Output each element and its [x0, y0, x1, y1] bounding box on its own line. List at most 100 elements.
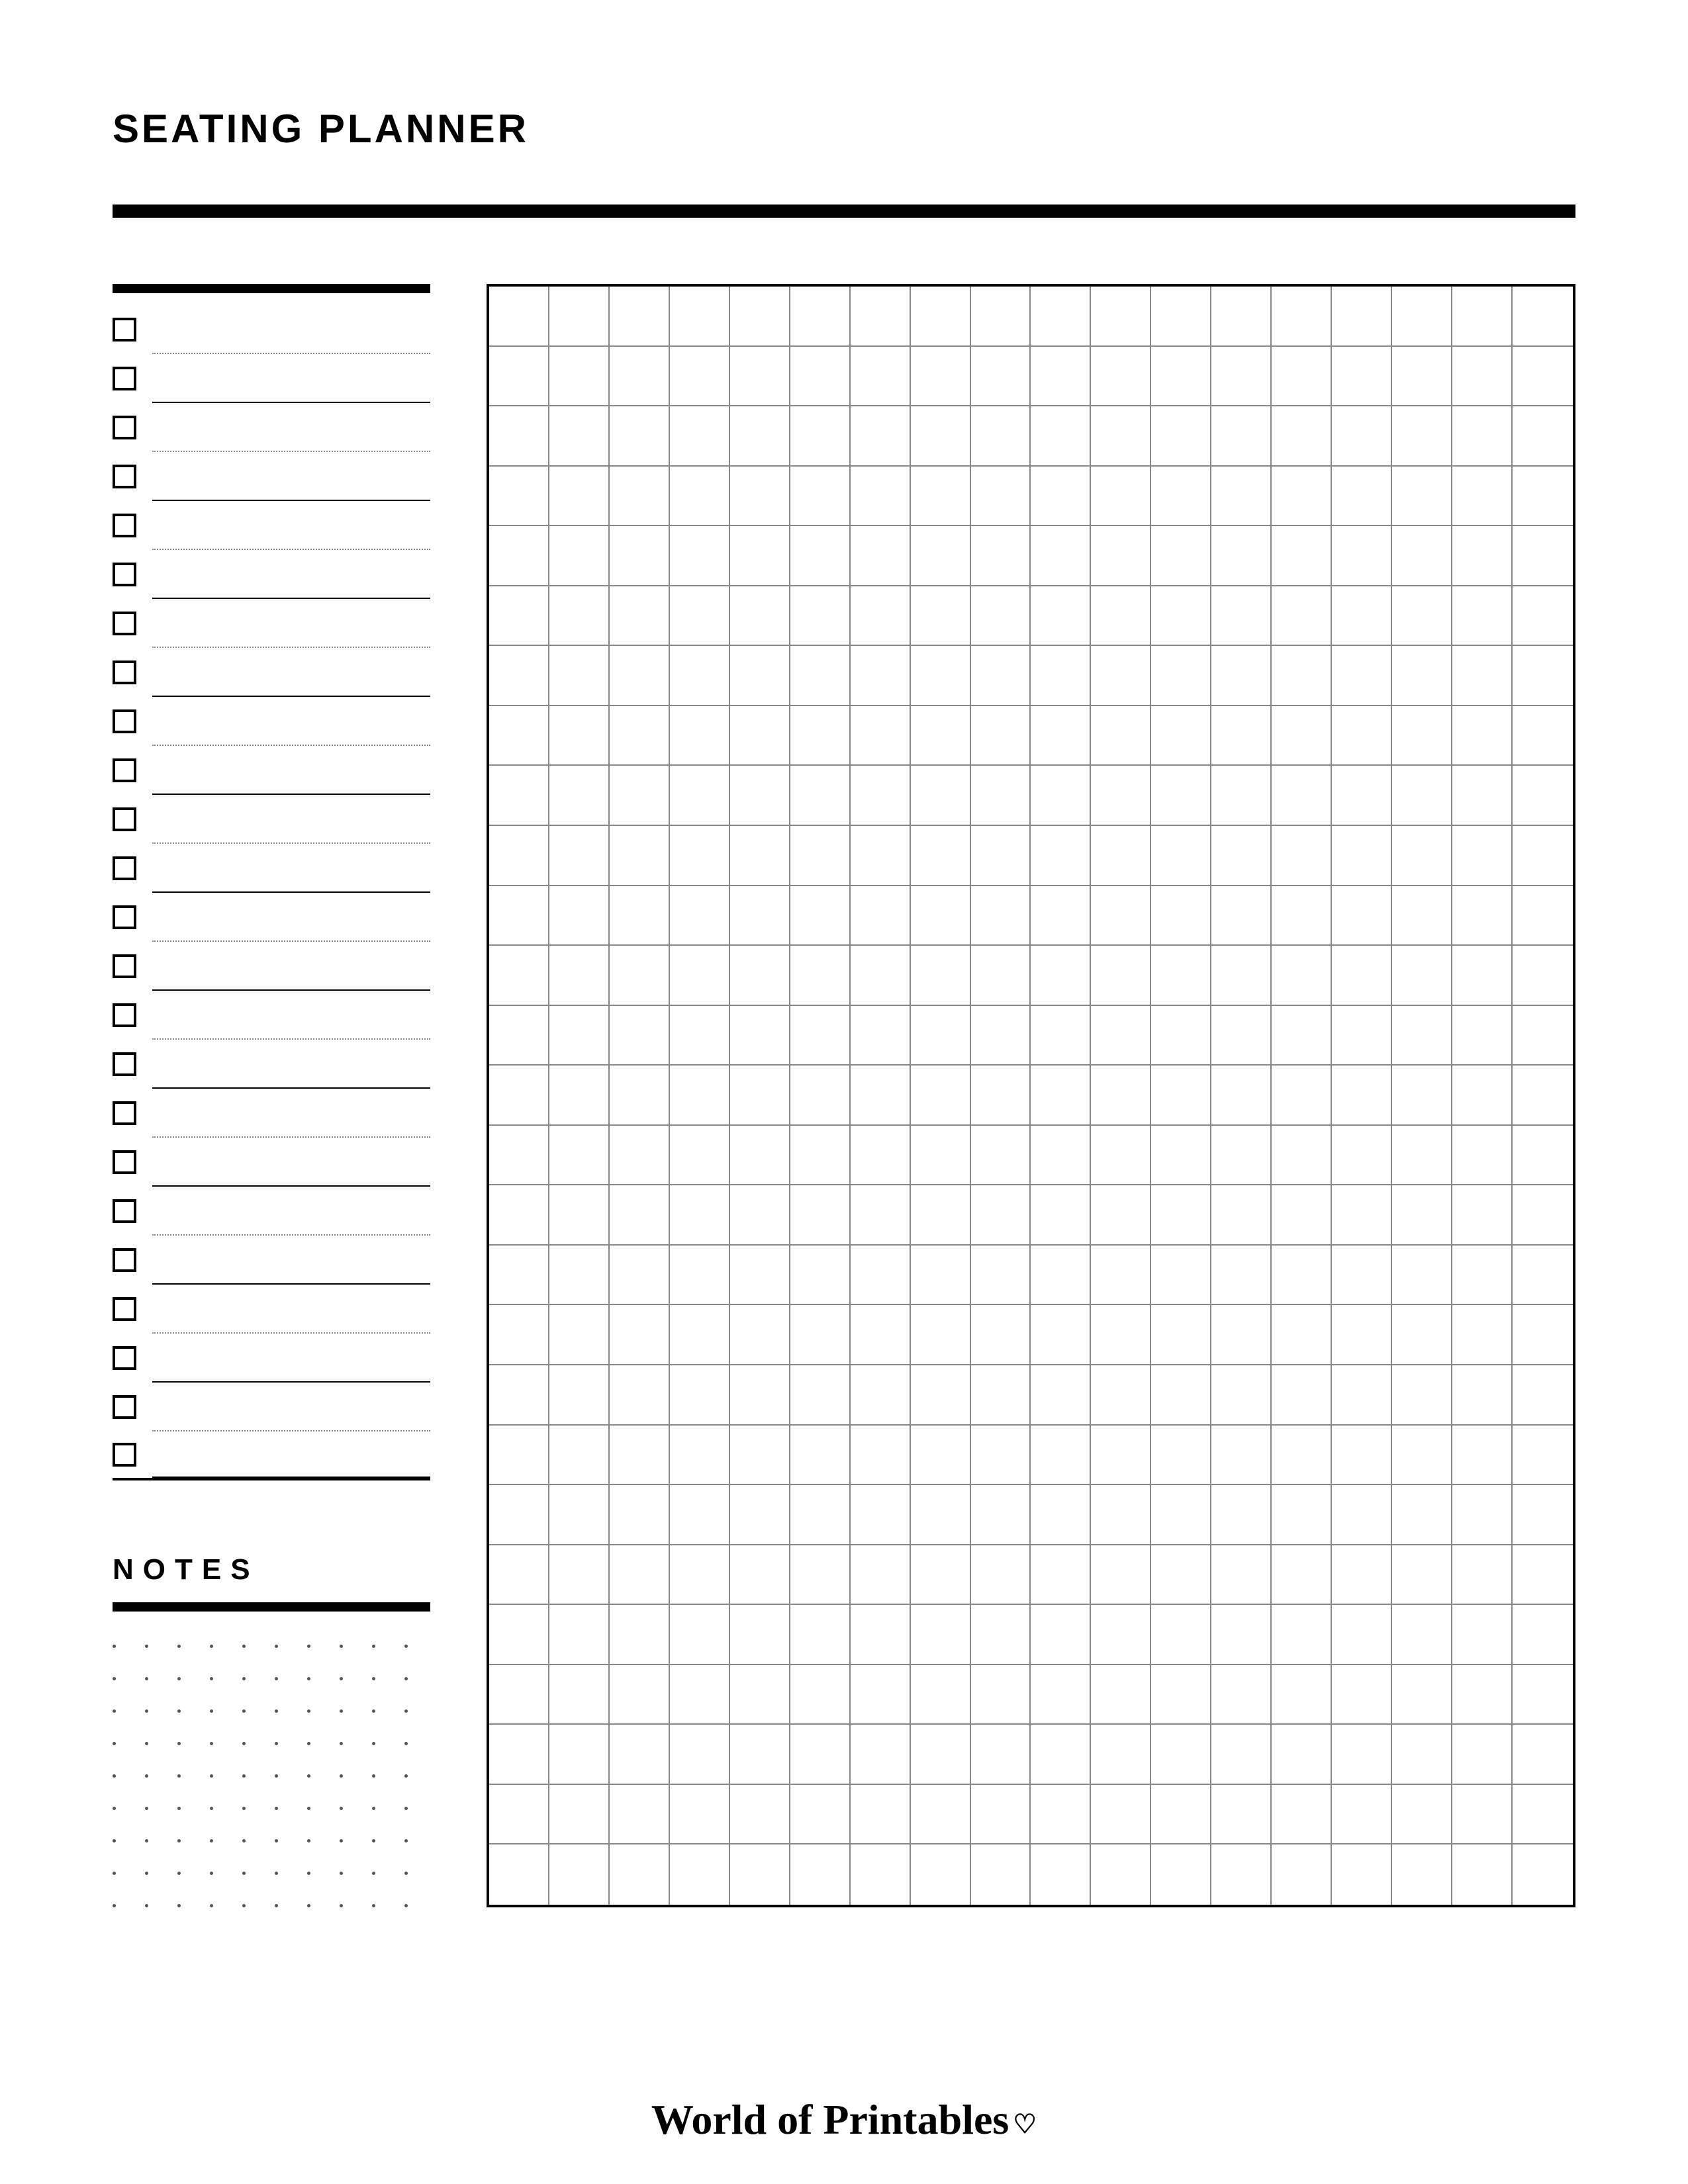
- checkbox[interactable]: [113, 1346, 136, 1370]
- checklist-row: [113, 599, 430, 648]
- checklist-line[interactable]: [152, 1187, 430, 1236]
- checklist-line[interactable]: [152, 1040, 430, 1089]
- grid-cell: [610, 1605, 670, 1665]
- checkbox[interactable]: [113, 1395, 136, 1419]
- checkbox[interactable]: [113, 905, 136, 929]
- note-dot: [145, 1807, 148, 1810]
- checkbox[interactable]: [113, 856, 136, 880]
- grid-cell: [1332, 706, 1392, 766]
- checklist-line[interactable]: [152, 991, 430, 1040]
- checklist-line[interactable]: [152, 746, 430, 795]
- note-dot: [372, 1677, 375, 1680]
- grid-cell: [730, 886, 790, 946]
- grid-cell: [1031, 706, 1091, 766]
- page-title: SEATING PLANNER: [113, 106, 1575, 152]
- checkbox[interactable]: [113, 465, 136, 488]
- grid-cell: [1513, 347, 1573, 407]
- checkbox[interactable]: [113, 758, 136, 782]
- grid-cell: [549, 1426, 610, 1486]
- grid-cell: [1091, 1785, 1151, 1845]
- grid-cell: [1211, 946, 1272, 1006]
- grid-cell: [851, 1665, 911, 1725]
- checkbox[interactable]: [113, 612, 136, 635]
- grid-cell: [971, 1426, 1031, 1486]
- checklist-line[interactable]: [152, 648, 430, 697]
- checkbox[interactable]: [113, 1101, 136, 1125]
- grid-cell: [1452, 347, 1513, 407]
- grid-cell: [1091, 1725, 1151, 1785]
- grid-cell: [1091, 1305, 1151, 1365]
- checkbox[interactable]: [113, 709, 136, 733]
- grid-cell: [1272, 1426, 1332, 1486]
- grid-cell: [549, 406, 610, 467]
- note-dot: [145, 1709, 148, 1713]
- grid-cell: [790, 1665, 851, 1725]
- grid-cell: [971, 347, 1031, 407]
- grid-cell: [1031, 1185, 1091, 1246]
- checkbox[interactable]: [113, 807, 136, 831]
- grid-cell: [1513, 1785, 1573, 1845]
- checklist-line[interactable]: [152, 1089, 430, 1138]
- checkbox[interactable]: [113, 563, 136, 586]
- grid-cell: [1031, 1545, 1091, 1606]
- grid-cell: [1392, 1185, 1452, 1246]
- checklist-line[interactable]: [152, 1138, 430, 1187]
- checklist-line[interactable]: [152, 305, 430, 354]
- checklist-line[interactable]: [152, 697, 430, 746]
- grid-cell: [1031, 1126, 1091, 1186]
- checkbox[interactable]: [113, 954, 136, 978]
- grid-cell: [1392, 1844, 1452, 1905]
- checkbox[interactable]: [113, 367, 136, 390]
- checklist-line[interactable]: [152, 452, 430, 501]
- checklist-line[interactable]: [152, 1334, 430, 1383]
- checkbox[interactable]: [113, 1003, 136, 1027]
- note-dot: [242, 1872, 246, 1875]
- grid-cell: [549, 946, 610, 1006]
- note-dot: [275, 1774, 278, 1778]
- grid-cell: [1272, 1365, 1332, 1426]
- grid-cell: [851, 1126, 911, 1186]
- grid-cell: [971, 646, 1031, 706]
- grid-cell: [1151, 1605, 1211, 1665]
- checkbox[interactable]: [113, 514, 136, 537]
- checklist-line[interactable]: [152, 550, 430, 599]
- checklist-line[interactable]: [152, 599, 430, 648]
- checkbox[interactable]: [113, 416, 136, 439]
- grid-cell: [549, 1605, 610, 1665]
- grid-cell: [971, 586, 1031, 647]
- checklist-line[interactable]: [152, 1236, 430, 1285]
- checklist-line[interactable]: [152, 1432, 430, 1478]
- grid-cell: [610, 1126, 670, 1186]
- note-dot: [210, 1677, 213, 1680]
- checkbox[interactable]: [113, 1443, 136, 1467]
- checklist-line[interactable]: [152, 844, 430, 893]
- grid-cell: [1091, 287, 1151, 347]
- checklist-line[interactable]: [152, 1383, 430, 1432]
- grid-cell: [730, 1485, 790, 1545]
- checklist-line[interactable]: [152, 1285, 430, 1334]
- checklist-line[interactable]: [152, 501, 430, 550]
- grid-cell: [549, 706, 610, 766]
- checkbox[interactable]: [113, 318, 136, 341]
- checklist-line[interactable]: [152, 354, 430, 403]
- note-dot: [145, 1839, 148, 1843]
- checkbox[interactable]: [113, 1297, 136, 1321]
- grid-cell: [1513, 406, 1573, 467]
- checklist-line[interactable]: [152, 893, 430, 942]
- checkbox[interactable]: [113, 1150, 136, 1174]
- note-dot: [177, 1742, 181, 1745]
- checkbox[interactable]: [113, 660, 136, 684]
- footer-text: World of Printables: [651, 2096, 1009, 2143]
- grid-cell: [1452, 646, 1513, 706]
- grid-cell: [1211, 1185, 1272, 1246]
- checklist-line[interactable]: [152, 942, 430, 991]
- checklist-line[interactable]: [152, 403, 430, 452]
- note-dot: [113, 1677, 116, 1680]
- grid-cell: [1272, 826, 1332, 886]
- checkbox[interactable]: [113, 1248, 136, 1272]
- checkbox[interactable]: [113, 1199, 136, 1223]
- grid-cell: [549, 646, 610, 706]
- checkbox[interactable]: [113, 1052, 136, 1076]
- checklist-top-bar: [113, 284, 430, 293]
- checklist-line[interactable]: [152, 795, 430, 844]
